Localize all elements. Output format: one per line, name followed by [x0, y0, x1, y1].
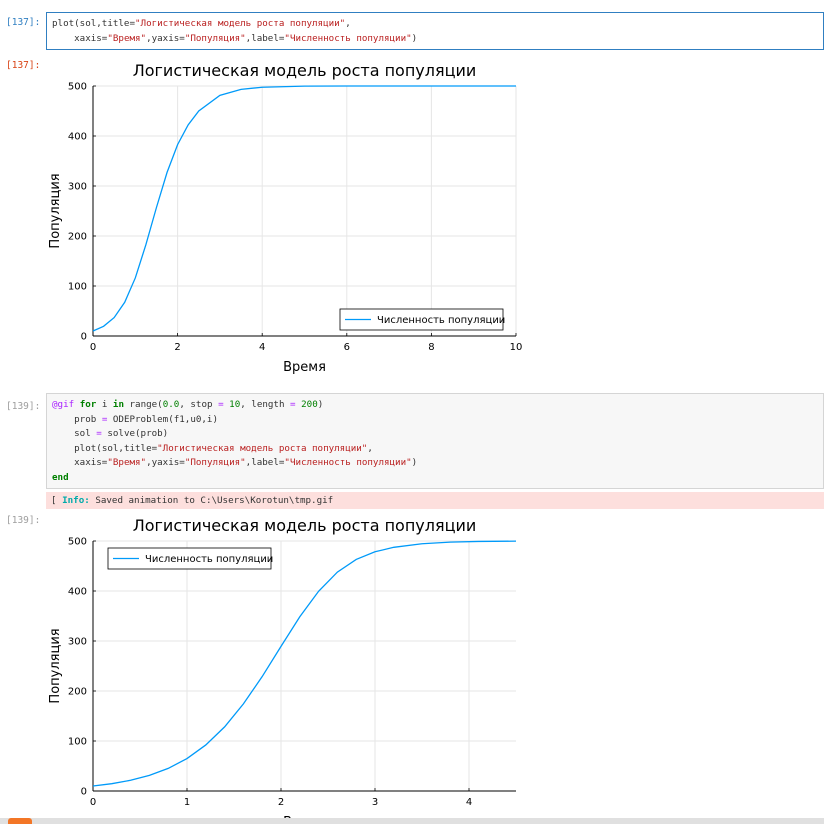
output-prompt-137: [137]:: [6, 60, 41, 71]
input-prompt-137: [137]:: [6, 17, 41, 28]
code-token: ): [317, 399, 324, 410]
code-keyword: end: [52, 471, 69, 483]
y-tick-label: 200: [68, 232, 87, 243]
code-operator: =: [101, 413, 108, 425]
code-token: prob: [74, 413, 102, 425]
series-line: [92, 540, 517, 787]
code-macro: @gif: [52, 399, 75, 410]
legend-label: Численность популяции: [377, 315, 505, 326]
input-prompt-139: [139]:: [6, 401, 41, 412]
legend-box: [339, 308, 504, 331]
code-cell-139[interactable]: @gif for i in range(0.0, stop = 10, leng…: [46, 393, 824, 489]
info-label: Info:: [62, 495, 90, 506]
code-string: "Время": [107, 32, 147, 44]
y-tick-label: 300: [68, 637, 87, 648]
code-token: xaxis=: [74, 457, 108, 469]
x-tick-label: 6: [344, 342, 350, 353]
y-tick-label: 300: [68, 182, 87, 193]
code-token: plot: [74, 442, 97, 454]
jupyter-tab-icon: [8, 818, 32, 824]
x-tick-label: 0: [90, 342, 96, 353]
x-tick-label: 4: [466, 797, 472, 808]
code-operator: =: [96, 428, 102, 440]
code-token: ): [411, 457, 418, 469]
code-token: i: [96, 399, 113, 410]
y-axis-label: Популяция: [48, 173, 63, 248]
x-axis-label: Время: [283, 360, 326, 375]
chart-title: Логистическая модель роста популяции: [133, 61, 477, 80]
code-token: ,: [345, 18, 351, 29]
code-number: 0.0: [162, 399, 180, 410]
code-token: (sol,title=: [74, 18, 135, 29]
output-prompt-139: [139]:: [6, 515, 41, 526]
code-token: xaxis=: [74, 32, 108, 44]
legend-box: [107, 547, 272, 570]
info-message: Saved animation to C:\Users\Korotun\tmp.…: [95, 495, 334, 506]
x-tick-label: 3: [372, 797, 378, 808]
code-keyword: in: [112, 399, 124, 410]
y-tick-label: 0: [81, 332, 87, 343]
code-token: range(: [123, 399, 163, 410]
x-tick-label: 10: [510, 342, 523, 353]
code-token: ODEProblem(f1,u0,i): [107, 413, 218, 425]
code-token: ,label=: [245, 32, 285, 44]
code-token: ): [411, 32, 418, 44]
chart-title: Логистическая модель роста популяции: [133, 516, 477, 535]
code-string: "Логистическая модель роста популяции": [135, 18, 346, 29]
legend-label: Численность популяции: [145, 554, 273, 565]
y-tick-label: 500: [68, 82, 87, 93]
code-string: "Численность популяции": [284, 32, 412, 44]
status-bar: [0, 818, 824, 824]
code-number: 200: [301, 399, 318, 410]
plot-output-137: Логистическая модель роста популяции0100…: [48, 61, 523, 375]
y-tick-label: 100: [68, 737, 87, 748]
code-string: "Логистическая модель роста популяции": [157, 442, 368, 454]
x-tick-label: 2: [174, 342, 180, 353]
code-operator: =: [290, 399, 296, 410]
code-token: ,yaxis=: [146, 32, 185, 44]
y-axis-label: Популяция: [48, 628, 63, 703]
code-operator: =: [218, 399, 224, 410]
code-token: plot: [52, 18, 75, 29]
code-keyword: for: [79, 399, 97, 410]
plot-output-139: Логистическая модель роста популяции 0 100…: [48, 516, 517, 824]
code-token: solve(prob): [101, 428, 169, 440]
code-token: ,yaxis=: [146, 457, 185, 469]
code-token: , length: [240, 399, 291, 410]
info-bracket: [: [51, 495, 57, 506]
code-token: (sol,title=: [96, 442, 158, 454]
code-number: 10: [229, 399, 241, 410]
y-tick-label: 400: [68, 132, 87, 143]
x-tick-label: 8: [428, 342, 434, 353]
x-tick-label: 1: [184, 797, 190, 808]
code-cell-137[interactable]: plot(sol,title="Логистическая модель рос…: [46, 12, 824, 50]
y-tick-label: 200: [68, 687, 87, 698]
code-string: "Время": [107, 457, 147, 469]
stderr-info-output: [ Info: Saved animation to C:\Users\Koro…: [46, 492, 824, 509]
code-token: ,: [367, 442, 373, 454]
code-string: "Популяция": [184, 457, 246, 469]
y-tick-label: 500: [68, 537, 87, 548]
code-token: , stop: [179, 399, 219, 410]
code-string: "Численность популяции": [284, 457, 412, 469]
code-string: "Популяция": [184, 32, 246, 44]
y-tick-label: 400: [68, 587, 87, 598]
x-tick-label: 0: [90, 797, 96, 808]
x-tick-label: 2: [278, 797, 284, 808]
code-token: ,label=: [245, 457, 285, 469]
code-token: sol: [74, 428, 97, 440]
y-tick-label: 100: [68, 282, 87, 293]
x-tick-label: 4: [259, 342, 265, 353]
y-tick-label: 0: [81, 787, 87, 798]
series-line: [92, 85, 516, 332]
